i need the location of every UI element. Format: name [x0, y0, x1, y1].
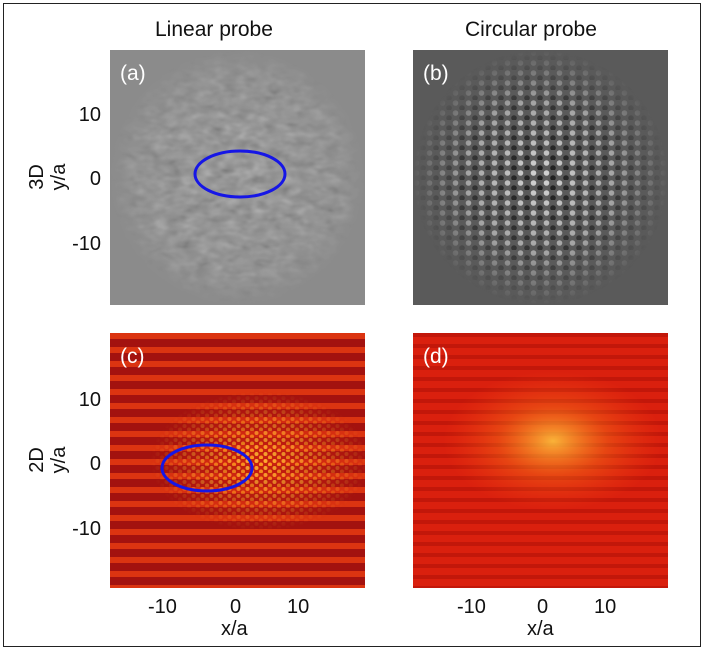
panel-tag-d: (d) [423, 345, 449, 369]
row-label-3d: 3D y/a [26, 147, 70, 207]
x-tick-left-neg10: -10 [148, 596, 177, 619]
row-label-2d-axis: y/a [48, 430, 70, 490]
panel-tag-b: (b) [423, 62, 449, 86]
y-tick-top-0: 0 [90, 168, 101, 191]
x-tick-right-10: 10 [594, 596, 616, 619]
panel-tag-a: (a) [120, 62, 146, 86]
row-label-2d-dimension: 2D [26, 430, 48, 490]
column-title-circular: Circular probe [465, 18, 597, 42]
y-tick-bottom-neg10: -10 [72, 518, 101, 541]
column-title-linear: Linear probe [155, 18, 273, 42]
panel-a: (a) [110, 50, 365, 305]
y-tick-top-10: 10 [79, 104, 101, 127]
x-tick-left-0: 0 [230, 596, 241, 619]
y-tick-top-neg10: -10 [72, 233, 101, 256]
panel-d: (d) [413, 333, 668, 588]
x-tick-right-neg10: -10 [457, 596, 486, 619]
panel-tag-c: (c) [120, 345, 145, 369]
panel-c: (c) [110, 333, 365, 588]
row-label-3d-axis: y/a [48, 147, 70, 207]
row-label-2d: 2D y/a [26, 430, 70, 490]
x-tick-left-10: 10 [287, 596, 309, 619]
x-axis-label-left: x/a [221, 618, 248, 641]
y-tick-bottom-10: 10 [79, 389, 101, 412]
y-tick-bottom-0: 0 [90, 453, 101, 476]
panel-b: (b) [413, 50, 668, 305]
x-axis-label-right: x/a [527, 618, 554, 641]
x-tick-right-0: 0 [537, 596, 548, 619]
row-label-3d-dimension: 3D [26, 147, 48, 207]
